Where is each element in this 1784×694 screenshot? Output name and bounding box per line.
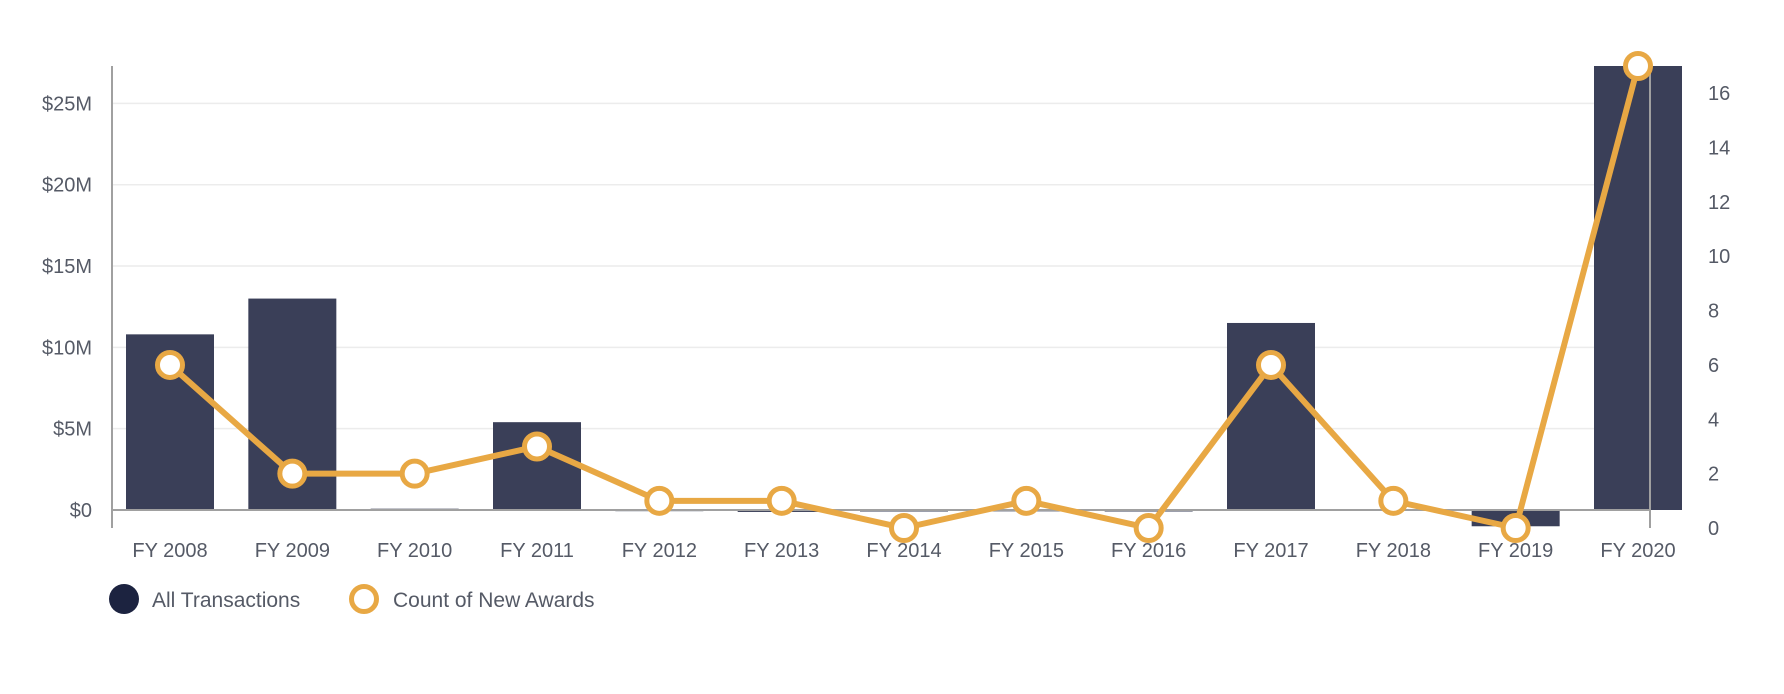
point-fy-2016[interactable]	[1133, 513, 1164, 543]
x-tick-label: FY 2019	[1478, 540, 1553, 562]
legend-marker-all-transactions	[109, 584, 139, 614]
point-fy-2019[interactable]	[1500, 513, 1531, 543]
right-axis-tick-labels: 0 2 4 6 8 10 12 14 16	[1708, 83, 1730, 540]
point-fy-2017[interactable]	[1256, 349, 1286, 380]
x-tick-label: FY 2011	[500, 540, 574, 562]
point-fy-2018[interactable]	[1378, 485, 1409, 516]
point-fy-2015[interactable]	[1011, 485, 1042, 516]
right-tick-label: 10	[1708, 246, 1730, 268]
right-tick-label: 2	[1708, 464, 1719, 486]
line-series-count-of-new-awards	[155, 51, 1653, 543]
left-axis-tick-labels: $0 $5M $10M $15M $20M $25M	[42, 93, 92, 522]
x-tick-label: FY 2013	[744, 540, 819, 562]
legend: All Transactions Count of New Awards	[109, 584, 595, 614]
x-tick-label: FY 2016	[1111, 540, 1186, 562]
left-tick-label: $5M	[53, 419, 92, 441]
point-fy-2010[interactable]	[399, 458, 430, 489]
x-tick-label: FY 2017	[1233, 540, 1308, 562]
x-tick-label: FY 2012	[622, 540, 697, 562]
bar-fy-2020[interactable]	[1594, 66, 1682, 510]
right-tick-label: 0	[1708, 518, 1719, 540]
gridlines	[112, 102, 1650, 430]
left-tick-label: $20M	[42, 175, 92, 197]
right-tick-label: 14	[1708, 138, 1730, 160]
legend-item-count-of-new-awards[interactable]: Count of New Awards	[349, 584, 595, 614]
x-tick-label: FY 2018	[1356, 540, 1431, 562]
left-tick-label: $15M	[42, 256, 92, 278]
right-tick-label: 12	[1708, 192, 1730, 214]
x-tick-label: FY 2020	[1600, 540, 1675, 562]
point-fy-2011[interactable]	[522, 431, 552, 462]
right-tick-label: 6	[1708, 355, 1719, 377]
point-fy-2009[interactable]	[277, 458, 308, 489]
point-fy-2020[interactable]	[1623, 51, 1653, 81]
bar-series-all-transactions	[126, 66, 1682, 527]
legend-label-count-of-new-awards: Count of New Awards	[393, 589, 595, 612]
axes	[111, 66, 1651, 528]
x-axis-tick-labels: FY 2008 FY 2009 FY 2010 FY 2011 FY 2012 FY 20…	[132, 540, 1675, 562]
left-tick-label: $0	[70, 500, 92, 522]
left-tick-label: $25M	[42, 93, 92, 115]
right-tick-label: 16	[1708, 83, 1730, 105]
legend-marker-count-of-new-awards	[349, 584, 379, 614]
point-fy-2013[interactable]	[766, 485, 797, 516]
x-tick-label: FY 2014	[866, 540, 941, 562]
legend-item-all-transactions[interactable]: All Transactions	[109, 584, 300, 614]
x-tick-label: FY 2010	[377, 540, 452, 562]
point-fy-2014[interactable]	[889, 513, 919, 543]
right-tick-label: 8	[1708, 301, 1719, 323]
legend-label-all-transactions: All Transactions	[152, 589, 300, 612]
x-tick-label: FY 2008	[132, 540, 207, 562]
point-fy-2008[interactable]	[155, 349, 185, 380]
right-tick-label: 4	[1708, 409, 1719, 431]
x-tick-label: FY 2015	[989, 540, 1064, 562]
line-path	[167, 63, 1641, 531]
left-tick-label: $10M	[42, 337, 92, 359]
point-fy-2012[interactable]	[644, 485, 675, 516]
x-tick-label: FY 2009	[255, 540, 330, 562]
